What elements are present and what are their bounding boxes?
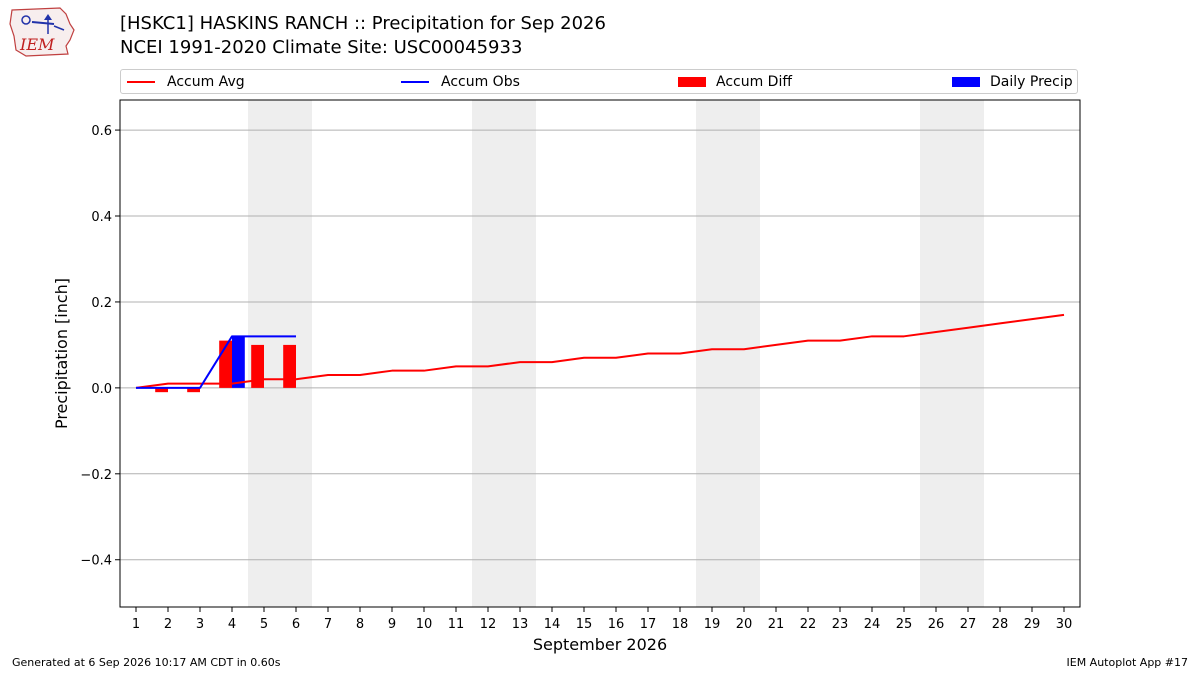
x-tick-label: 19: [704, 617, 721, 632]
x-tick-label: 2: [164, 617, 172, 632]
bar-accum-diff: [251, 344, 264, 388]
bar-accum-diff: [283, 344, 296, 388]
x-tick-label: 3: [196, 617, 204, 632]
legend-swatch-accum-avg: [127, 80, 155, 83]
x-tick-label: 15: [576, 617, 593, 632]
iem-logo: IEM: [9, 7, 75, 57]
weekend-shading: [248, 100, 984, 607]
x-tick-label: 6: [292, 617, 300, 632]
bar-accum-diff: [155, 387, 168, 393]
line-accum-avg: [135, 313, 1065, 389]
x-axis-label: September 2026: [533, 635, 667, 654]
x-tick-label: 10: [416, 617, 433, 632]
chart-title: [HSKC1] HASKINS RANCH :: Precipitation f…: [120, 13, 606, 34]
x-tick-label: 12: [480, 617, 497, 632]
plot-frame: [119, 99, 1081, 608]
x-tick-label: 13: [512, 617, 529, 632]
x-tick-label: 7: [324, 617, 332, 632]
chart-title-block: [HSKC1] HASKINS RANCH :: Precipitation f…: [120, 12, 606, 60]
x-tick-label: 23: [832, 617, 849, 632]
legend-label-accum-obs: Accum Obs: [441, 73, 520, 90]
bars: [155, 336, 296, 393]
y-tick-label: 0.0: [91, 382, 112, 397]
legend-swatch-daily-precip: [952, 76, 980, 87]
x-tick-label: 22: [800, 617, 817, 632]
y-tick-label: −0.4: [80, 554, 112, 569]
x-tick-label: 9: [388, 617, 396, 632]
x-tick-label: 30: [1056, 617, 1073, 632]
gridlines: [120, 129, 1080, 561]
legend-label-accum-avg: Accum Avg: [167, 73, 245, 90]
series-lines: [135, 313, 1065, 389]
x-tick-label: 1: [132, 617, 140, 632]
bar-accum-diff: [187, 387, 200, 393]
x-tick-label: 20: [736, 617, 753, 632]
legend-label-daily-precip: Daily Precip: [990, 73, 1073, 90]
legend-swatch-accum-obs: [401, 80, 429, 83]
x-tick-label: 14: [544, 617, 561, 632]
x-tick-label: 24: [864, 617, 881, 632]
x-tick-label: 8: [356, 617, 364, 632]
legend-item-accum-diff: Accum Diff: [678, 70, 792, 93]
x-tick-label: 4: [228, 617, 236, 632]
chart-subtitle: NCEI 1991-2020 Climate Site: USC00045933: [120, 37, 523, 58]
x-tick-label: 25: [896, 617, 913, 632]
x-tick-label: 26: [928, 617, 945, 632]
legend-item-accum-avg: Accum Avg: [127, 70, 245, 93]
y-tick-label: 0.2: [91, 296, 112, 311]
x-tick-label: 16: [608, 617, 625, 632]
x-tick-label: 21: [768, 617, 785, 632]
svg-text:IEM: IEM: [19, 35, 55, 54]
weekend-band-2: [472, 100, 536, 607]
footer-app: IEM Autoplot App #17: [1066, 656, 1189, 669]
y-tick-label: −0.2: [80, 468, 112, 483]
x-tick-label: 11: [448, 617, 465, 632]
footer-generated: Generated at 6 Sep 2026 10:17 AM CDT in …: [12, 656, 281, 669]
legend-swatch-accum-diff: [678, 76, 706, 87]
y-tick-label: 0.4: [91, 210, 112, 225]
x-axis-ticks: 1 2 3 4 5 6 7 8 9 10 11 12 13 14 15 16 17 18 19 20 21 22 23 24 2…: [132, 607, 1072, 632]
legend-item-accum-obs: Accum Obs: [401, 70, 520, 93]
x-tick-label: 17: [640, 617, 657, 632]
legend-label-accum-diff: Accum Diff: [716, 73, 793, 90]
x-tick-label: 27: [960, 617, 977, 632]
weekend-band-4: [920, 100, 984, 607]
weekend-band-3: [696, 100, 760, 607]
line-accum-obs: [136, 335, 296, 389]
y-tick-label: 0.6: [91, 124, 112, 139]
x-tick-label: 18: [672, 617, 689, 632]
y-axis-ticks: −0.4 −0.2 0.0 0.2 0.4 0.6: [80, 124, 120, 569]
legend: Accum Avg Accum Obs Accum Diff Daily Pre…: [120, 69, 1078, 94]
x-tick-label: 5: [260, 617, 268, 632]
y-axis-label: Precipitation [inch]: [52, 278, 71, 429]
x-tick-label: 29: [1024, 617, 1041, 632]
legend-item-daily-precip: Daily Precip: [952, 70, 1073, 93]
bar-daily-precip: [232, 336, 245, 388]
x-tick-label: 28: [992, 617, 1009, 632]
